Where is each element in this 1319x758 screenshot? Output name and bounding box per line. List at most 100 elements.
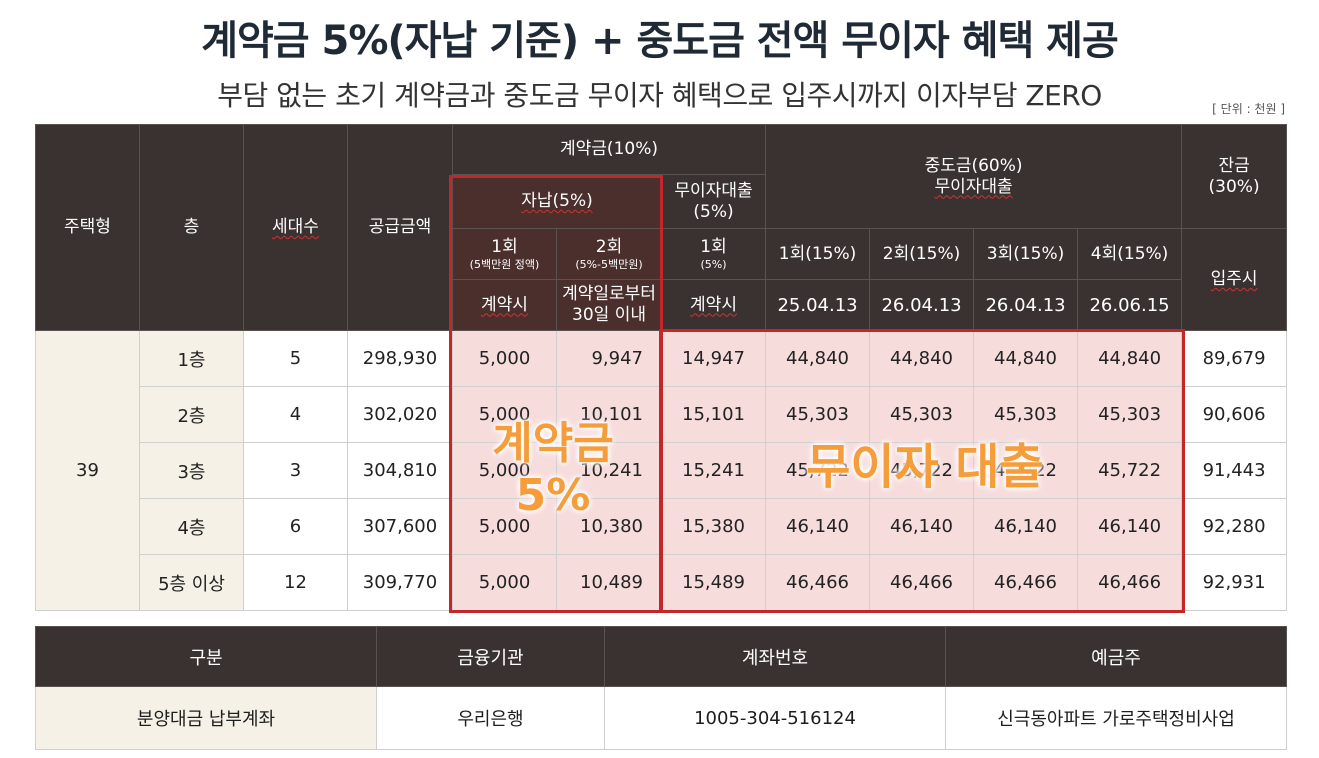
row-interim-2: 46,140 [869,498,975,555]
header-balance-label: 잔금 [1218,155,1250,176]
header-interim: 중도금(60%) 무이자대출 [765,124,1183,229]
header-self-pay-2-when-2: 30일 이내 [572,305,646,325]
header-interim-round-1: 1회(15%) [765,228,871,280]
page-title: 계약금 5%(자납 기준) + 중도금 전액 무이자 혜택 제공 [201,18,1119,64]
header-free-loan-when-label: 계약시 [690,294,737,315]
header-free-loan-deposit-label: 무이자대출 [674,180,753,201]
account-number: 1005-304-516124 [604,686,946,750]
row-free-loan: 15,101 [660,386,767,443]
row-supply: 307,600 [347,498,453,555]
header-interim-label: 중도금(60%) [924,155,1023,176]
row-floor: 5층 이상 [139,554,244,611]
header-self-pay-1-note: (5백만원 정액) [469,257,540,271]
row-units: 4 [243,386,348,443]
header-self-pay-1: 1회 (5백만원 정액) [452,228,557,280]
page-subtitle: 부담 없는 초기 계약금과 중도금 무이자 혜택으로 입주시까지 이자부담 ZE… [217,79,1102,112]
header-self-pay-1-when: 계약시 [452,279,557,331]
header-balance-pct: (30%) [1208,176,1260,197]
header-self-pay-2: 2회 (5%-5백만원) [556,228,662,280]
header-balance-when-label: 입주시 [1210,269,1258,289]
header-interim-round-4: 4회(15%) [1077,228,1183,280]
header-free-loan-deposit: 무이자대출 (5%) [660,174,767,229]
free-loan-callout: 무이자 대출 [806,439,1044,495]
header-interim-date-3: 26.04.13 [973,279,1079,331]
header-self-pay-1-when-label: 계약시 [481,294,528,315]
row-units: 3 [243,442,348,499]
row-free-loan: 15,241 [660,442,767,499]
account-header-category: 구분 [35,626,377,687]
row-deposit-2: 10,489 [556,554,662,611]
row-interim-2: 45,722 [869,442,975,499]
header-self-pay-2-when-1: 계약일로부터 [562,284,656,304]
header-units: 세대수 [243,124,348,331]
row-deposit-1: 5,000 [452,330,557,387]
row-supply: 302,020 [347,386,453,443]
table-row: 4층 6 307,600 5,000 10,380 15,380 46,140 … [36,498,1288,555]
row-interim-1: 46,140 [765,498,871,555]
row-supply: 304,810 [347,442,453,499]
header-floor: 층 [139,124,244,331]
header-balance: 잔금 (30%) [1181,124,1288,229]
row-units: 5 [243,330,348,387]
row-deposit-1: 5,000 [452,554,557,611]
row-free-loan: 15,489 [660,554,767,611]
row-floor: 3층 [139,442,244,499]
type-value: 39 [35,330,140,611]
row-interim-2: 45,303 [869,386,975,443]
table-row: 2층 4 302,020 5,000 10,101 15,101 45,303 … [36,386,1288,443]
header-self-pay-label: 자납(5%) [521,191,593,211]
row-deposit-2: 10,380 [556,498,662,555]
header-free-loan-1-note: (5%) [700,257,727,271]
table-row: 3층 3 304,810 5,000 10,241 15,241 45,722 … [36,442,1288,499]
row-interim-2: 46,466 [869,554,975,611]
row-interim-2: 44,840 [869,330,975,387]
row-supply: 309,770 [347,554,453,611]
header-free-loan-1: 1회 (5%) [660,228,767,280]
header-balance-when: 입주시 [1181,228,1288,331]
header-self-pay-1-label: 1회 [491,236,518,257]
row-free-loan: 15,380 [660,498,767,555]
table-row: 39 1층 5 298,930 5,000 9,947 14,947 44,84… [35,330,1288,611]
row-supply: 298,930 [347,330,453,387]
row-deposit-1: 5,000 [452,498,557,555]
deposit-callout-line2: 5% [515,470,591,521]
row-interim-3: 45,303 [973,386,1079,443]
account-table: 구분 금융기관 계좌번호 예금주 분양대금 납부계좌 우리은행 1005-304… [35,626,1287,750]
row-interim-1: 46,466 [765,554,871,611]
unit-note: [ 단위 : 천원 ] [1212,102,1285,116]
header-type: 주택형 [35,124,140,331]
row-units: 6 [243,498,348,555]
header-self-pay-2-label: 2회 [595,236,623,257]
row-balance: 91,443 [1181,442,1288,499]
row-interim-4: 45,722 [1077,442,1183,499]
row-interim-4: 44,840 [1077,330,1183,387]
row-deposit-2: 9,947 [556,330,662,387]
header-self-pay: 자납(5%) [452,174,662,229]
row-units: 12 [243,554,348,611]
header-interim-date-1: 25.04.13 [765,279,871,331]
row-floor: 2층 [139,386,244,443]
table-row: 5층 이상 12 309,770 5,000 10,489 15,489 46,… [36,554,1288,611]
row-balance: 92,931 [1181,554,1288,611]
row-interim-1: 45,722 [765,442,871,499]
account-category: 분양대금 납부계좌 [35,686,377,750]
header-interim-round-2: 2회(15%) [869,228,975,280]
row-interim-1: 45,303 [765,386,871,443]
row-deposit-2: 10,241 [556,442,662,499]
deposit-callout-line1: 계약금 [492,418,614,469]
header-interim-date-4: 26.06.15 [1077,279,1183,331]
row-interim-4: 46,466 [1077,554,1183,611]
row-floor: 1층 [139,330,244,387]
deposit-callout: 계약금 5% [468,422,638,518]
row-interim-4: 46,140 [1077,498,1183,555]
account-header-bank: 금융기관 [376,626,605,687]
row-floor: 4층 [139,498,244,555]
header-self-pay-2-note: (5%-5백만원) [575,257,643,271]
header-free-loan-deposit-pct: (5%) [693,201,734,222]
header-self-pay-2-when: 계약일로부터 30일 이내 [556,279,662,331]
row-deposit-1: 5,000 [452,386,557,443]
row-free-loan: 14,947 [660,330,767,387]
header-free-loan-when: 계약시 [660,279,767,331]
header-units-label: 세대수 [272,217,319,237]
header-interim-round-3: 3회(15%) [973,228,1079,280]
